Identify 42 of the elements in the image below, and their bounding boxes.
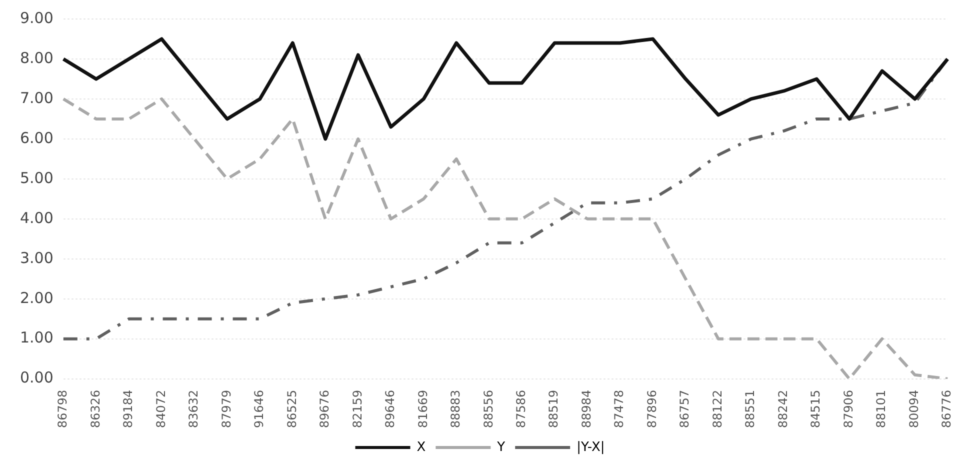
x-tick-label: 87896 bbox=[644, 390, 659, 428]
x-tick-label: 87979 bbox=[219, 390, 234, 428]
x-tick-label: 81669 bbox=[416, 390, 430, 428]
x-tick-label: 88551 bbox=[743, 390, 758, 428]
x-tick-label: 80094 bbox=[906, 390, 921, 428]
x-tick-label: 89646 bbox=[383, 390, 398, 428]
x-tick-label: 88519 bbox=[546, 390, 561, 428]
x-tick-label: 86525 bbox=[284, 390, 299, 428]
x-tick-label: 88984 bbox=[579, 390, 594, 428]
x-tick-label: 86776 bbox=[940, 390, 954, 428]
legend-label: Y bbox=[496, 440, 506, 455]
x-tick-label: 87586 bbox=[514, 390, 528, 428]
y-tick-label: 0.00 bbox=[20, 368, 54, 387]
y-tick-label: 9.00 bbox=[20, 8, 54, 27]
y-tick-label: 7.00 bbox=[20, 88, 54, 107]
y-tick-label: 1.00 bbox=[20, 328, 54, 347]
x-tick-label: 84515 bbox=[808, 390, 823, 428]
y-tick-label: 2.00 bbox=[20, 288, 54, 307]
x-tick-label: 86326 bbox=[88, 390, 102, 428]
y-tick-label: 3.00 bbox=[20, 248, 54, 267]
x-tick-label: 83632 bbox=[186, 390, 201, 428]
legend-label: |Y-X| bbox=[576, 440, 605, 455]
x-tick-label: 87478 bbox=[612, 390, 626, 428]
x-tick-label: 88242 bbox=[776, 390, 790, 428]
x-tick-label: 82159 bbox=[350, 390, 364, 428]
x-tick-label: 89184 bbox=[121, 390, 136, 428]
x-tick-label: 88101 bbox=[874, 390, 888, 428]
x-tick-label: 88883 bbox=[448, 390, 462, 428]
x-tick-label: 86757 bbox=[678, 390, 692, 428]
y-tick-label: 6.00 bbox=[20, 128, 54, 147]
y-tick-label: 5.00 bbox=[20, 168, 54, 187]
x-tick-label: 89676 bbox=[318, 390, 332, 428]
x-tick-label: 88122 bbox=[710, 390, 724, 428]
y-tick-label: 4.00 bbox=[20, 208, 54, 227]
x-tick-label: 88556 bbox=[481, 390, 496, 428]
x-tick-label: 87906 bbox=[841, 390, 856, 428]
x-tick-label: 86798 bbox=[56, 390, 70, 428]
legend-label: X bbox=[416, 440, 426, 455]
x-tick-label: 91646 bbox=[252, 390, 266, 428]
y-tick-label: 8.00 bbox=[20, 48, 54, 67]
line-series bbox=[62, 97, 950, 379]
x-tick-label: 84072 bbox=[154, 390, 168, 428]
